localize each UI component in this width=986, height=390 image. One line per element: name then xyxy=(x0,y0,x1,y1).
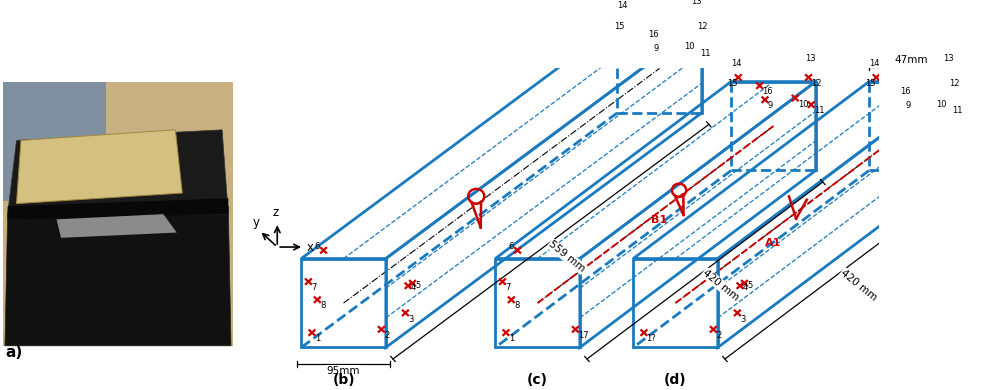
Text: 15: 15 xyxy=(613,21,624,30)
Text: 11: 11 xyxy=(951,106,962,115)
Text: 3: 3 xyxy=(740,314,745,324)
Text: 10: 10 xyxy=(936,100,947,109)
Text: y: y xyxy=(252,216,259,229)
Text: 5: 5 xyxy=(747,281,752,290)
Text: 14: 14 xyxy=(617,1,628,10)
Text: 47mm: 47mm xyxy=(894,55,928,65)
Text: 13: 13 xyxy=(691,0,702,6)
Text: 9: 9 xyxy=(654,44,659,53)
Text: 95mm: 95mm xyxy=(326,365,360,376)
Text: 16: 16 xyxy=(762,87,773,96)
Text: 8: 8 xyxy=(320,301,325,310)
Text: 16: 16 xyxy=(649,30,659,39)
Text: 9: 9 xyxy=(905,101,911,110)
Text: 420 mm: 420 mm xyxy=(839,268,879,303)
Text: a): a) xyxy=(5,345,23,360)
Text: (b): (b) xyxy=(332,374,355,388)
Text: 15: 15 xyxy=(728,79,739,88)
Text: z: z xyxy=(272,206,279,219)
Text: 17: 17 xyxy=(578,331,589,340)
Text: 13: 13 xyxy=(943,55,953,64)
Text: 3: 3 xyxy=(408,314,413,324)
Polygon shape xyxy=(8,130,229,214)
Bar xyxy=(3,82,233,346)
Text: 10: 10 xyxy=(798,100,809,109)
Text: 8: 8 xyxy=(514,301,520,310)
Polygon shape xyxy=(17,130,182,204)
Text: (c): (c) xyxy=(528,374,548,388)
Text: 15: 15 xyxy=(866,79,876,88)
Text: 6: 6 xyxy=(315,242,320,251)
Text: 11: 11 xyxy=(700,49,711,58)
Text: 559 mm: 559 mm xyxy=(547,239,587,274)
Text: 7: 7 xyxy=(312,283,317,292)
Text: 420 mm: 420 mm xyxy=(701,268,740,303)
Text: 2: 2 xyxy=(716,331,721,340)
Text: 1: 1 xyxy=(509,334,514,343)
Text: 4: 4 xyxy=(411,283,416,292)
Text: 1: 1 xyxy=(315,334,319,343)
Text: 9: 9 xyxy=(768,101,773,110)
Text: 2: 2 xyxy=(385,331,389,340)
Text: 10: 10 xyxy=(684,42,694,51)
Text: x: x xyxy=(307,241,314,254)
Text: 5: 5 xyxy=(415,281,420,290)
Text: 12: 12 xyxy=(811,79,821,88)
Text: 16: 16 xyxy=(900,87,911,96)
Text: 13: 13 xyxy=(805,55,815,64)
Text: 7: 7 xyxy=(505,283,511,292)
Polygon shape xyxy=(3,82,106,201)
Text: 14: 14 xyxy=(732,58,741,67)
Text: 1?: 1? xyxy=(647,334,657,343)
Text: 4: 4 xyxy=(742,283,748,292)
Text: A1: A1 xyxy=(765,238,782,248)
Text: 14: 14 xyxy=(869,58,880,67)
Text: (d): (d) xyxy=(665,374,687,388)
Text: 6: 6 xyxy=(509,242,514,251)
Text: 11: 11 xyxy=(813,106,824,115)
Text: 12: 12 xyxy=(697,21,708,30)
Text: 12: 12 xyxy=(950,79,959,88)
Polygon shape xyxy=(5,206,231,346)
Polygon shape xyxy=(8,198,229,220)
Text: B1: B1 xyxy=(651,215,667,225)
Polygon shape xyxy=(56,214,176,238)
